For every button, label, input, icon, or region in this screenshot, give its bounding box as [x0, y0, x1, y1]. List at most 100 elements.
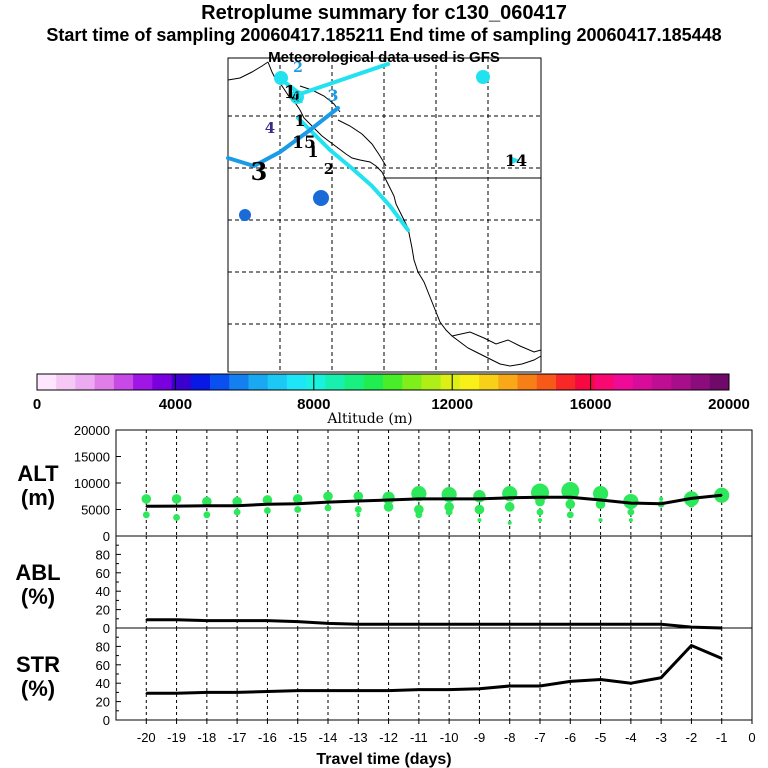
alt-dot	[264, 507, 271, 514]
alt-dot	[202, 496, 212, 507]
alt-dot	[592, 486, 609, 502]
alt-dot	[477, 518, 482, 523]
alt-point	[175, 505, 178, 507]
str-point	[539, 685, 541, 687]
str-point	[478, 687, 481, 690]
y-tick-label: 0	[103, 621, 110, 636]
alt-dot	[356, 512, 361, 517]
panel-abl: 80 60 40 20 0 ABL(%)	[15, 535, 753, 636]
alt-dot	[444, 502, 454, 512]
map-label: 15	[292, 133, 316, 153]
colorbar-cell	[671, 374, 692, 390]
str-point	[660, 676, 662, 679]
map-label: 1	[284, 82, 297, 103]
colorbar-cell	[440, 374, 461, 390]
alt-dot	[507, 520, 512, 525]
colorbar-cell	[479, 374, 499, 390]
str-point	[508, 685, 511, 687]
colorbar-cell	[113, 374, 134, 390]
time-series-panels: 20000150001000050000ALT(m)806040200ABL(%…	[15, 423, 755, 768]
alt-dot	[566, 511, 574, 519]
alt-point	[448, 498, 450, 500]
alt-dot	[628, 518, 633, 523]
colorbar-cell	[652, 374, 672, 390]
map-label: 2	[478, 71, 488, 87]
colorbar-cell	[709, 374, 730, 390]
colorbar-cells	[37, 374, 730, 390]
colorbar-cell	[459, 374, 480, 390]
alt-dot	[294, 506, 302, 513]
map-label: 3	[240, 209, 250, 225]
abl-point	[357, 623, 360, 626]
colorbar-cell	[229, 374, 249, 390]
alt-dot	[141, 494, 152, 504]
str-point	[448, 688, 450, 691]
alt-dot	[536, 508, 544, 516]
str-point	[630, 682, 632, 684]
panel-unit: (%)	[21, 676, 55, 701]
alt-dot	[473, 490, 486, 503]
colorbar: 0 4000 8000 12000 16000 20000 Altitude (m)	[33, 373, 750, 427]
map-gridlines	[228, 58, 541, 372]
y-tick-label: 0	[103, 529, 110, 544]
coastline	[267, 61, 542, 367]
alt-point	[630, 502, 632, 504]
abl-point	[690, 626, 693, 628]
colorbar-cell	[363, 374, 384, 390]
trajectory-track-c	[226, 106, 340, 169]
panel-alt: 20000 15000 10000 5000 0 ALT(m)	[17, 423, 753, 544]
alt-dot	[688, 500, 695, 508]
abl-point	[478, 623, 481, 626]
alt-point	[508, 497, 511, 499]
x-tick-label: -17	[228, 730, 247, 745]
map-label: 3	[315, 190, 326, 209]
str-point	[599, 678, 602, 681]
alt-dot	[538, 518, 542, 523]
coast-north	[227, 61, 387, 167]
colorbar-cell	[56, 374, 76, 390]
alt-point	[206, 504, 208, 507]
alt-series-line	[146, 493, 722, 508]
alt-dot	[323, 491, 333, 502]
panel-unit: (m)	[21, 485, 55, 510]
y-tick-label: 40	[96, 584, 110, 599]
colorbar-tick-label: 20000	[708, 396, 750, 413]
x-tick-label: -9	[474, 730, 486, 745]
y-tick-label: 20	[96, 695, 110, 710]
x-tick-label: -11	[410, 730, 428, 745]
x-tick-label: -3	[655, 730, 667, 745]
colorbar-tick-label: 8000	[297, 396, 330, 413]
map-marker	[290, 90, 304, 104]
alt-dot	[414, 504, 424, 515]
colorbar-cell	[498, 374, 519, 390]
abl-point	[145, 618, 148, 621]
str-point	[720, 657, 723, 660]
y-tick-label: 20	[96, 603, 110, 618]
alt-dot	[354, 506, 362, 513]
panel-frame	[115, 627, 753, 721]
panel-frame	[115, 535, 753, 629]
abl-point	[206, 619, 208, 622]
chart-title: Retroplume summary for c130_060417	[201, 2, 567, 24]
colorbar-cell	[421, 374, 442, 390]
colorbar-cell	[37, 374, 57, 390]
colorbar-cell	[248, 374, 269, 390]
map-marker	[476, 70, 490, 84]
alt-dot	[415, 511, 423, 519]
y-tick-label: 80	[96, 639, 110, 654]
alt-point	[539, 496, 541, 499]
colorbar-cell	[133, 374, 153, 390]
alt-dot	[233, 508, 241, 516]
str-point	[418, 688, 420, 691]
map-marker	[274, 71, 288, 85]
alt-dot	[561, 481, 580, 500]
alt-dot	[173, 514, 180, 521]
y-tick-label: 40	[96, 676, 110, 691]
alt-dot	[535, 496, 545, 507]
alt-dot	[383, 502, 394, 512]
alt-point	[387, 499, 390, 501]
abl-point	[266, 619, 269, 622]
